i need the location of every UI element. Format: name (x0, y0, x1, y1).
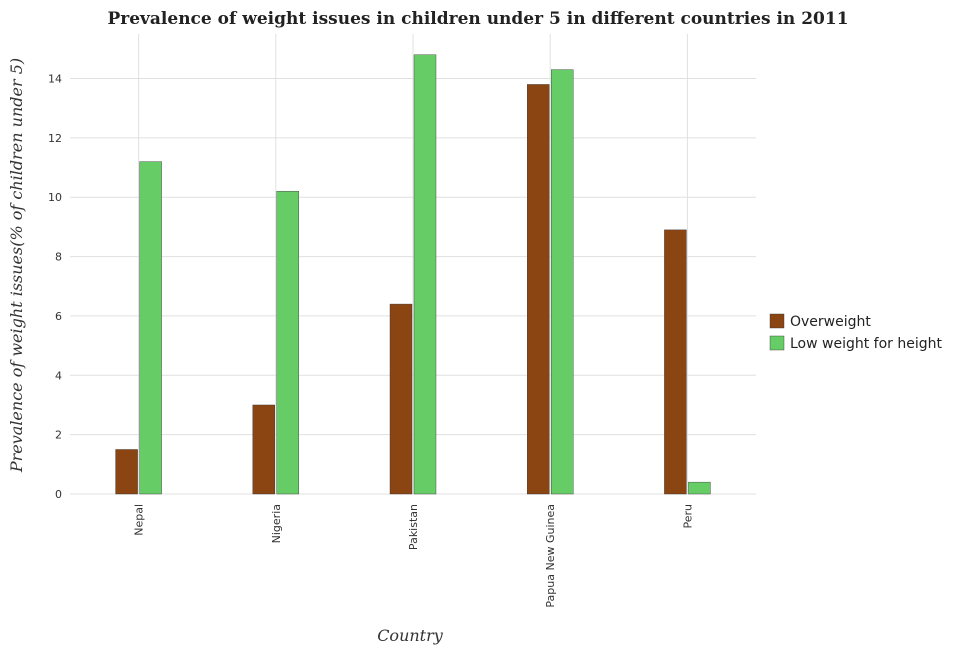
legend-label: Overweight (790, 314, 871, 330)
legend-swatch (769, 313, 785, 329)
bar-low-weight-for-height (276, 191, 299, 495)
bars (115, 54, 711, 495)
y-tick-label: 8 (55, 251, 62, 264)
chart-title: Prevalence of weight issues in children … (107, 9, 848, 29)
y-tick-label: 10 (48, 191, 62, 204)
bar-low-weight-for-height (413, 54, 437, 495)
y-tick-label: 4 (55, 369, 62, 382)
bar-low-weight-for-height (688, 481, 711, 495)
bar-overweight (252, 404, 276, 495)
y-tick-label: 0 (55, 488, 62, 501)
y-tick-label: 12 (48, 132, 62, 145)
y-tick-label: 14 (48, 73, 62, 86)
bar-low-weight-for-height (551, 69, 574, 495)
x-tick-label: Nigeria (270, 504, 283, 543)
bar-overweight (389, 303, 413, 495)
bar-overweight (527, 84, 550, 495)
bar-low-weight-for-height (139, 161, 162, 495)
bar-overweight (115, 449, 138, 495)
y-axis-label: Prevalence of weight issues(% of childre… (7, 58, 26, 473)
x-tick-label: Nepal (133, 504, 146, 536)
legend-label: Low weight for height (790, 336, 943, 352)
grid (70, 34, 756, 495)
legend-swatch (769, 335, 785, 351)
x-tick-label: Peru (681, 504, 694, 529)
x-axis-label: Country (377, 626, 444, 645)
x-tick-label: Papua New Guinea (544, 504, 557, 608)
axes: 0 2 4 6 8 10 12 14 Nepal Nigeria Pakistan Papua New… (48, 73, 694, 608)
y-tick-label: 2 (55, 429, 62, 442)
x-tick-label: Pakistan (407, 504, 420, 550)
legend: Overweight Low weight for height (769, 313, 943, 352)
y-tick-label: 6 (55, 310, 62, 323)
bar-overweight (664, 229, 687, 495)
